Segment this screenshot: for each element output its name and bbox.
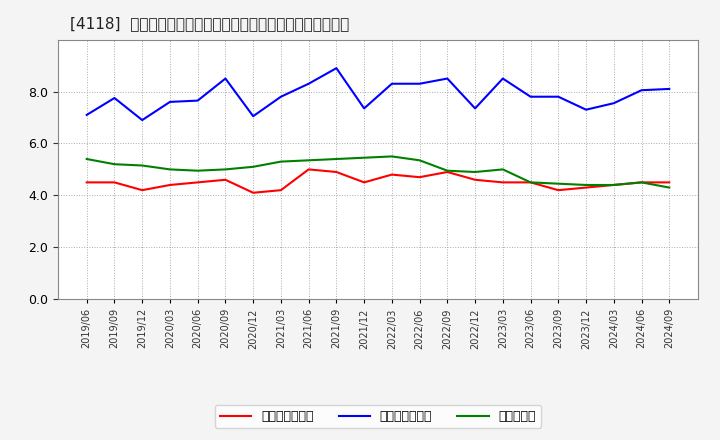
買入債務回転率 (276, 94, 285, 99)
買入債務回転率 (582, 107, 590, 112)
買入債務回転率 (166, 99, 174, 105)
売上債権回転率 (82, 180, 91, 185)
買入債務回転率 (415, 81, 424, 86)
買入債務回転率 (82, 112, 91, 117)
在庫回転率 (221, 167, 230, 172)
売上債権回転率 (110, 180, 119, 185)
買入債務回転率 (387, 81, 396, 86)
在庫回転率 (194, 168, 202, 173)
売上債権回転率 (276, 187, 285, 193)
売上債権回転率 (249, 190, 258, 195)
買入債務回転率 (526, 94, 535, 99)
在庫回転率 (138, 163, 147, 168)
売上債権回転率 (526, 180, 535, 185)
売上債権回転率 (637, 180, 646, 185)
買入債務回転率 (332, 66, 341, 71)
在庫回転率 (249, 164, 258, 169)
売上債権回転率 (609, 182, 618, 187)
在庫回転率 (471, 169, 480, 175)
売上債権回転率 (166, 182, 174, 187)
在庫回転率 (332, 156, 341, 161)
買入債務回転率 (443, 76, 451, 81)
買入債務回転率 (221, 76, 230, 81)
在庫回転率 (360, 155, 369, 160)
売上債権回転率 (221, 177, 230, 183)
売上債権回転率 (387, 172, 396, 177)
買入債務回転率 (498, 76, 507, 81)
在庫回転率 (276, 159, 285, 164)
在庫回転率 (637, 180, 646, 185)
在庫回転率 (665, 185, 674, 190)
売上債権回転率 (498, 180, 507, 185)
売上債権回転率 (443, 169, 451, 175)
買入債務回転率 (305, 81, 313, 86)
売上債権回転率 (138, 187, 147, 193)
買入債務回転率 (637, 88, 646, 93)
在庫回転率 (415, 158, 424, 163)
在庫回転率 (526, 180, 535, 185)
売上債権回転率 (554, 187, 562, 193)
売上債権回転率 (415, 175, 424, 180)
在庫回転率 (554, 181, 562, 186)
売上債権回転率 (194, 180, 202, 185)
在庫回転率 (498, 167, 507, 172)
在庫回転率 (110, 161, 119, 167)
買入債務回転率 (360, 106, 369, 111)
買入債務回転率 (249, 114, 258, 119)
買入債務回転率 (138, 117, 147, 123)
在庫回転率 (305, 158, 313, 163)
Legend: 売上債権回転率, 買入債務回転率, 在庫回転率: 売上債権回転率, 買入債務回転率, 在庫回転率 (215, 405, 541, 428)
Line: 買入債務回転率: 買入債務回転率 (86, 68, 670, 120)
在庫回転率 (82, 156, 91, 161)
在庫回転率 (443, 168, 451, 173)
売上債権回転率 (305, 167, 313, 172)
売上債権回転率 (665, 180, 674, 185)
売上債権回転率 (471, 177, 480, 183)
買入債務回転率 (609, 101, 618, 106)
買入債務回転率 (471, 106, 480, 111)
在庫回転率 (609, 182, 618, 187)
売上債権回転率 (332, 169, 341, 175)
Line: 売上債権回転率: 売上債権回転率 (86, 169, 670, 193)
売上債権回転率 (582, 185, 590, 190)
Line: 在庫回転率: 在庫回転率 (86, 156, 670, 187)
Text: [4118]  売上債権回転率、買入債務回転率、在庫回転率の推移: [4118] 売上債権回転率、買入債務回転率、在庫回転率の推移 (71, 16, 350, 32)
買入債務回転率 (554, 94, 562, 99)
買入債務回転率 (665, 86, 674, 92)
在庫回転率 (582, 182, 590, 187)
在庫回転率 (387, 154, 396, 159)
買入債務回転率 (110, 95, 119, 101)
在庫回転率 (166, 167, 174, 172)
買入債務回転率 (194, 98, 202, 103)
売上債権回転率 (360, 180, 369, 185)
